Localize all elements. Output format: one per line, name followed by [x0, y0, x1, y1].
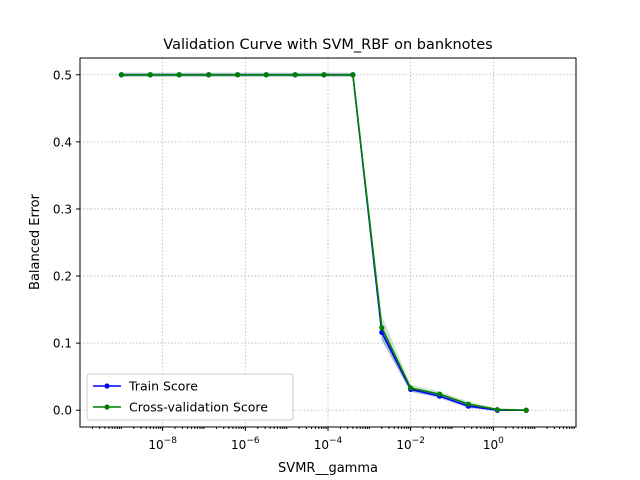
x-tick-label-base: 10	[396, 438, 411, 452]
data-point	[379, 325, 385, 331]
y-tick-label: 0.4	[53, 135, 72, 149]
y-axis-label: Balanced Error	[28, 193, 43, 290]
data-point	[321, 72, 327, 78]
data-point	[176, 72, 182, 78]
axis-ticks: 0.00.10.20.30.40.510−8 10−6 10−4 10−2 100	[53, 68, 575, 452]
x-tick-label-exponent: −2	[412, 436, 425, 446]
data-point	[350, 72, 356, 78]
x-tick-label-exponent: 0	[498, 436, 504, 446]
data-point	[118, 72, 124, 78]
legend: Train Score Cross-validation Score	[86, 373, 294, 421]
data-point	[436, 391, 443, 397]
legend-swatch-marker	[104, 404, 110, 410]
y-tick-label: 0.1	[53, 337, 72, 351]
series	[118, 72, 529, 413]
x-tick-label-base: 10	[231, 438, 246, 452]
data-point	[408, 385, 414, 391]
x-tick-label-base: 10	[314, 438, 329, 452]
legend-label: Train Score	[128, 379, 198, 394]
legend-label: Cross-validation Score	[129, 400, 268, 415]
data-point	[523, 407, 529, 413]
y-tick-label: 0.5	[53, 68, 72, 82]
x-axis-label: SVMR__gamma	[278, 461, 378, 476]
y-tick-label: 0.2	[53, 270, 72, 284]
x-tick-label-base: 10	[483, 438, 498, 452]
x-tick-label: 10−4	[314, 436, 343, 452]
legend-swatch-marker	[104, 383, 110, 389]
data-point	[465, 401, 472, 407]
data-point	[206, 72, 212, 78]
x-tick-label: 10−6	[231, 436, 260, 452]
data-point	[147, 72, 153, 78]
y-tick-label: 0.0	[53, 404, 72, 418]
legend-box	[86, 373, 294, 421]
x-tick-label: 10−2	[396, 436, 425, 452]
x-tick-label-exponent: −4	[329, 436, 343, 446]
data-point	[235, 72, 241, 78]
y-tick-label: 0.3	[53, 202, 72, 216]
x-tick-label: 100	[483, 436, 504, 452]
x-tick-label-exponent: −8	[164, 436, 178, 446]
x-tick-label: 10−8	[148, 436, 177, 452]
x-tick-label-exponent: −6	[246, 436, 260, 446]
series-lines	[118, 72, 529, 413]
chart-title: Validation Curve with SVM_RBF on banknot…	[163, 37, 492, 53]
data-point	[292, 72, 298, 78]
x-tick-label-base: 10	[148, 438, 163, 452]
data-point	[263, 72, 269, 78]
data-point	[494, 406, 500, 413]
